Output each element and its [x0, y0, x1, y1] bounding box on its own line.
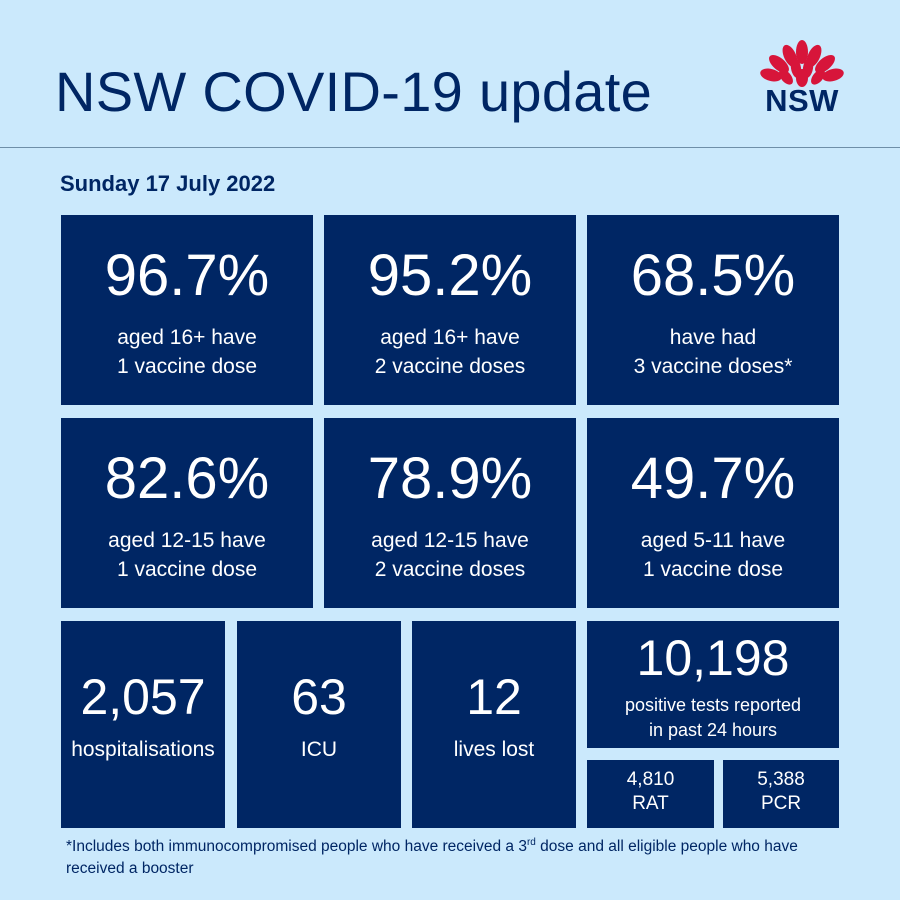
lives-lost-tile: 12 lives lost — [412, 621, 576, 828]
hospitalisations-label: hospitalisations — [71, 738, 215, 761]
vaccination-description: aged 5-11 have 1 vaccine dose — [640, 529, 786, 581]
vaccination-percent: 82.6% — [104, 446, 270, 511]
footnote: *Includes both immunocompromised people … — [66, 836, 798, 877]
vaccination-percent: 68.5% — [630, 243, 796, 308]
vaccination-tile: 95.2% aged 16+ have 2 vaccine doses — [324, 215, 576, 405]
vaccination-description: have had 3 vaccine doses* — [633, 326, 793, 378]
lives-lost-label: lives lost — [453, 738, 535, 761]
vaccination-tile: 82.6% aged 12-15 have 1 vaccine dose — [61, 418, 313, 608]
logo-wordmark: NSW — [765, 83, 839, 118]
icu-label: ICU — [300, 738, 338, 761]
vaccination-description: aged 12-15 have 2 vaccine doses — [371, 529, 529, 581]
pcr-label: PCR — [760, 793, 802, 814]
header-divider — [0, 147, 900, 148]
vaccination-percent: 49.7% — [630, 446, 796, 511]
vaccination-tile: 68.5% have had 3 vaccine doses* — [587, 215, 839, 405]
vaccination-description: aged 16+ have 1 vaccine dose — [116, 326, 258, 378]
vaccination-percent: 78.9% — [367, 446, 533, 511]
page-title: NSW COVID-19 update — [55, 60, 653, 123]
rat-label: RAT — [632, 793, 669, 814]
pcr-tile: 5,388 PCR — [723, 760, 839, 828]
nsw-logo: NSW — [760, 40, 844, 124]
positive-tests-description: positive tests reported in past 24 hours — [624, 695, 802, 740]
icu-tile: 63 ICU — [237, 621, 401, 828]
vaccination-description: aged 12-15 have 1 vaccine dose — [108, 529, 266, 581]
vaccination-tile: 78.9% aged 12-15 have 2 vaccine doses — [324, 418, 576, 608]
lives-lost-value: 12 — [466, 669, 522, 725]
pcr-value: 5,388 — [757, 769, 805, 790]
vaccination-percent: 96.7% — [104, 243, 270, 308]
rat-value: 4,810 — [626, 769, 675, 790]
vaccination-description: aged 16+ have 2 vaccine doses — [374, 326, 526, 378]
hospitalisations-tile: 2,057 hospitalisations — [61, 621, 225, 828]
positive-tests-value: 10,198 — [636, 630, 790, 686]
report-date: Sunday 17 July 2022 — [60, 171, 276, 196]
waratah-icon — [760, 40, 844, 87]
rat-tile: 4,810 RAT — [587, 760, 714, 828]
vaccination-tile: 96.7% aged 16+ have 1 vaccine dose — [61, 215, 313, 405]
vaccination-percent: 95.2% — [367, 243, 533, 308]
positive-tests-tile: 10,198 positive tests reported in past 2… — [587, 621, 839, 748]
hospitalisations-value: 2,057 — [80, 669, 206, 725]
icu-value: 63 — [291, 669, 347, 725]
vaccination-tile: 49.7% aged 5-11 have 1 vaccine dose — [587, 418, 839, 608]
